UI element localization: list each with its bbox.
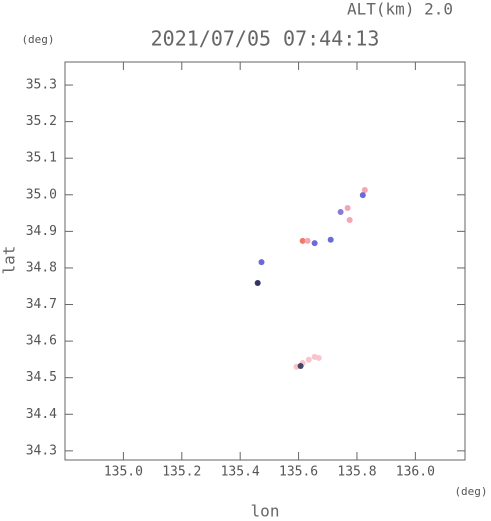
- y-tick-label: 35.3: [26, 78, 57, 93]
- y-axis-label: lat: [0, 246, 19, 275]
- x-tick-label: 136.0: [396, 465, 435, 480]
- x-tick-label: 135.8: [337, 465, 376, 480]
- x-tick-label: 135.0: [104, 465, 143, 480]
- echo-point: [344, 204, 351, 211]
- x-unit: (deg): [454, 485, 487, 498]
- echo-point: [361, 187, 368, 194]
- echo-point: [304, 237, 311, 244]
- y-tick-label: 35.1: [26, 151, 57, 166]
- y-tick-label: 34.7: [26, 297, 57, 312]
- annotation: ALT(km) 2.0: [347, 0, 453, 19]
- y-tick-label: 34.5: [26, 370, 57, 385]
- echo-point: [311, 240, 318, 247]
- echo-point: [254, 279, 261, 286]
- y-tick-label: 34.8: [26, 260, 57, 275]
- echo-point: [258, 259, 265, 266]
- x-tick-label: 135.4: [221, 465, 260, 480]
- y-tick-label: 34.4: [26, 407, 57, 422]
- y-tick-label: 35.2: [26, 114, 57, 129]
- y-tick-label: 34.9: [26, 224, 57, 239]
- x-tick-label: 135.6: [279, 465, 318, 480]
- y-unit: (deg): [21, 33, 54, 46]
- echo-point: [327, 236, 334, 243]
- x-tick-label: 135.2: [162, 465, 201, 480]
- y-tick-label: 34.6: [26, 334, 57, 349]
- y-tick-label: 34.3: [26, 443, 57, 458]
- echo-point: [359, 192, 366, 199]
- echo-point: [346, 217, 353, 224]
- plot-frame: [64, 61, 466, 461]
- echo-point: [337, 208, 344, 215]
- echo-point: [299, 237, 306, 244]
- echo-point: [305, 356, 312, 363]
- echo-point: [315, 354, 322, 361]
- x-axis-label: lon: [251, 502, 280, 521]
- chart-title: 2021/07/05 07:44:13: [151, 27, 380, 51]
- y-tick-label: 35.0: [26, 187, 57, 202]
- echo-point: [297, 362, 304, 369]
